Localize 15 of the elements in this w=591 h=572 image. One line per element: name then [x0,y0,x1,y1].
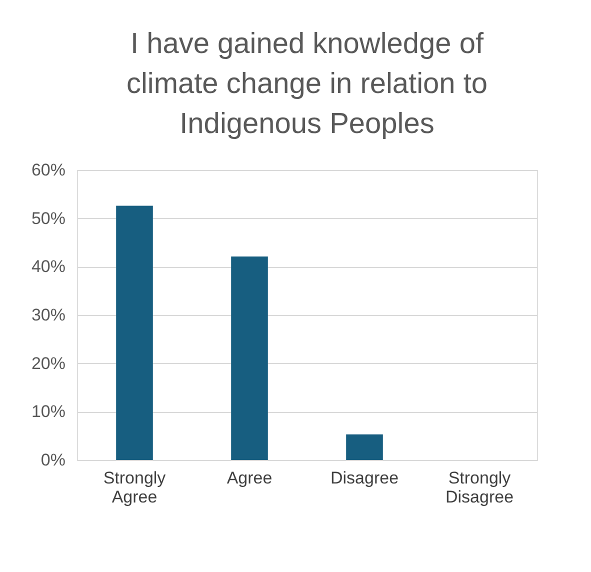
y-tick-label: 10% [31,402,66,422]
x-tick-label: Strongly Agree [103,468,166,506]
chart-title: I have gained knowledge of climate change in relation to Indigenous Peoples [126,28,488,140]
bar [231,256,268,460]
y-tick-label: 40% [31,257,66,276]
bar [346,434,383,460]
y-tick-label: 20% [31,354,66,373]
y-tick-label: 50% [31,208,66,228]
y-tick-label: 30% [31,306,66,324]
x-tick-label: Strongly Disagree [445,468,514,506]
x-tick-label: Disagree [330,468,399,488]
bar [116,206,153,460]
y-tick-label: 60% [31,160,66,180]
x-tick-label: Agree [226,468,272,488]
y-tick-label: 0% [40,450,66,470]
